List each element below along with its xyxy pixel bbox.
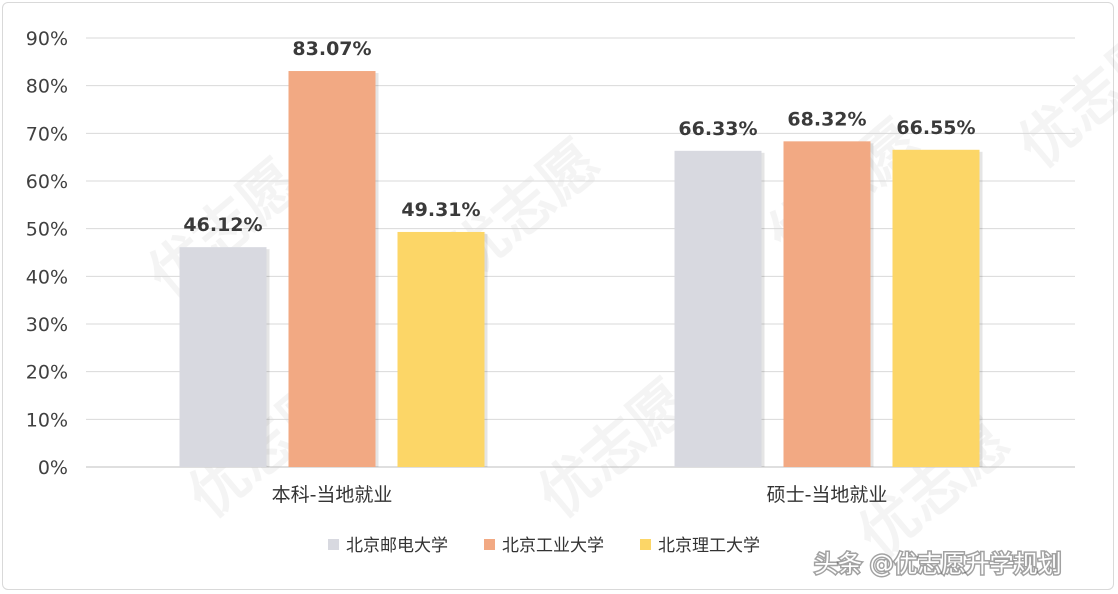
bar [892, 149, 980, 468]
legend-label: 北京工业大学 [502, 536, 604, 556]
bar [397, 231, 485, 467]
category-label: 硕士-当地就业 [767, 484, 888, 506]
bar [674, 150, 762, 467]
category-label: 本科-当地就业 [272, 484, 393, 506]
data-label: 66.55% [896, 117, 975, 139]
y-tick-label: 50% [26, 219, 68, 241]
y-tick-label: 10% [26, 409, 68, 431]
y-tick-label: 90% [26, 28, 68, 50]
legend-swatch [328, 539, 339, 550]
bar [288, 71, 376, 468]
data-labels: 46.12% 83.07% 49.31% 66.33% 68.32% 66.55% [183, 38, 975, 236]
bar [783, 141, 871, 467]
data-label: 46.12% [183, 214, 262, 236]
y-tick-label: 40% [26, 266, 68, 288]
y-tick-label: 60% [26, 171, 68, 193]
data-label: 49.31% [401, 199, 480, 221]
y-axis-ticks: 0% 10% 20% 30% 40% 50% 60% 70% 80% 90% [26, 28, 68, 479]
data-label: 83.07% [292, 38, 371, 60]
y-tick-label: 80% [26, 76, 68, 98]
credit-overlay: 头条 @优志愿升学规划 [813, 549, 1064, 580]
category-labels: 本科-当地就业 硕士-当地就业 [272, 484, 888, 506]
legend-label: 北京理工大学 [658, 536, 760, 556]
credit-text: 头条 @优志愿升学规划 [814, 550, 1062, 578]
data-label: 68.32% [787, 108, 866, 130]
bar [179, 247, 267, 467]
y-tick-label: 0% [38, 457, 68, 479]
legend-swatch [640, 539, 651, 550]
y-tick-label: 20% [26, 362, 68, 384]
data-label: 66.33% [678, 118, 757, 140]
y-tick-label: 70% [26, 123, 68, 145]
bar-series [179, 71, 983, 468]
legend-swatch [484, 539, 495, 550]
y-tick-label: 30% [26, 314, 68, 336]
legend-label: 北京邮电大学 [346, 536, 448, 556]
watermark-text: 优志愿 [1005, 17, 1118, 181]
legend: 北京邮电大学 北京工业大学 北京理工大学 [328, 536, 760, 556]
